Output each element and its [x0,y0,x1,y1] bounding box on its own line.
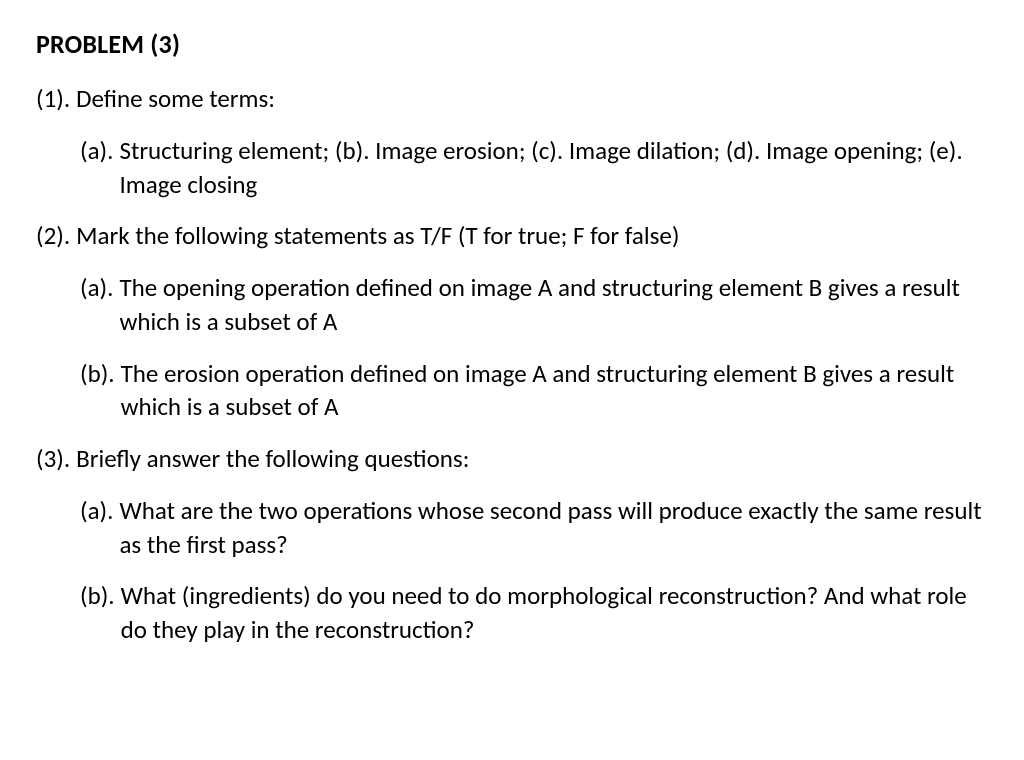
question-1a-text: Structuring element; (b). Image erosion;… [119,134,988,202]
question-2b: (b). The erosion operation defined on im… [36,357,988,425]
problem-heading: PROBLEM (3) [36,28,988,60]
question-2-text: Mark the following statements as T/F (T … [76,219,988,253]
question-2b-text: The erosion operation defined on image A… [121,357,988,425]
question-3-number: (3). [36,442,76,476]
question-3a-number: (a). [80,494,119,562]
question-2: (2). Mark the following statements as T/… [36,219,988,253]
question-3b-text: What (ingredients) do you need to do mor… [121,579,988,647]
question-3-text: Briefly answer the following questions: [76,442,988,476]
question-1-text: Define some terms: [76,82,988,116]
question-3b: (b). What (ingredients) do you need to d… [36,579,988,647]
question-3a: (a). What are the two operations whose s… [36,494,988,562]
question-2a-text: The opening operation defined on image A… [119,271,988,339]
question-1a-number: (a). [80,134,119,202]
question-1: (1). Define some terms: [36,82,988,116]
question-3a-text: What are the two operations whose second… [119,494,988,562]
question-2a-number: (a). [80,271,119,339]
question-3b-number: (b). [80,579,121,647]
question-2-number: (2). [36,219,76,253]
question-2a: (a). The opening operation defined on im… [36,271,988,339]
document-page: PROBLEM (3) (1). Define some terms: (a).… [0,0,1024,760]
question-3: (3). Briefly answer the following questi… [36,442,988,476]
question-1-terms: (a). Structuring element; (b). Image ero… [36,134,988,202]
question-1-number: (1). [36,82,76,116]
question-2b-number: (b). [80,357,121,425]
